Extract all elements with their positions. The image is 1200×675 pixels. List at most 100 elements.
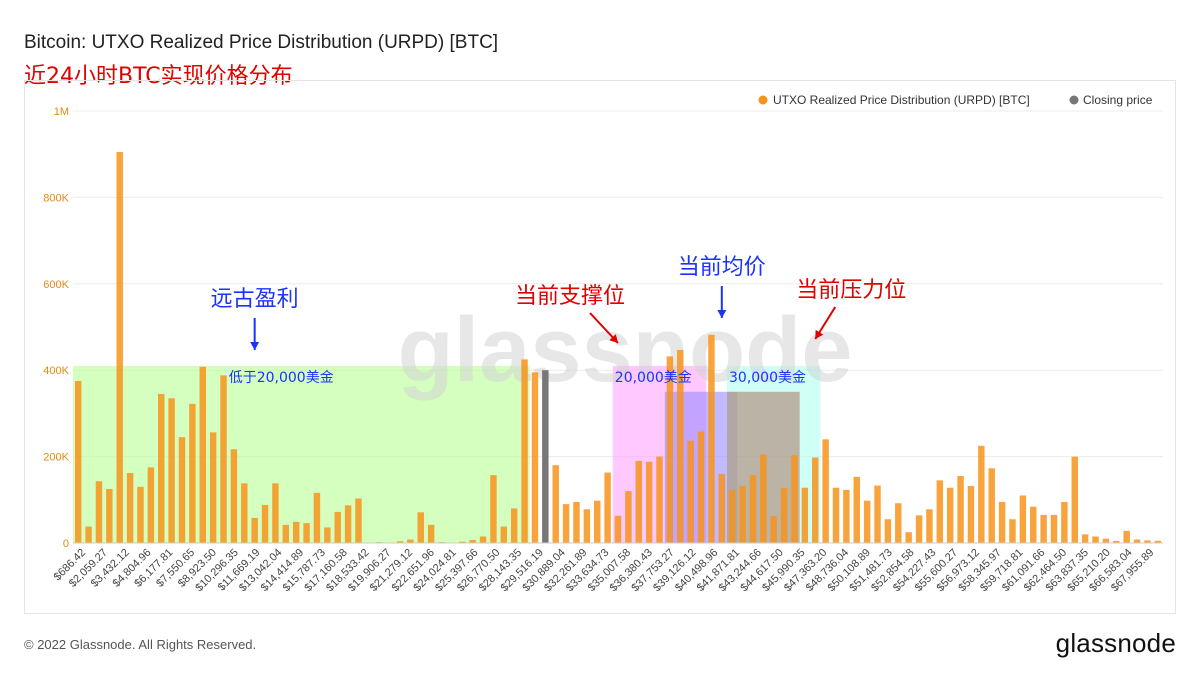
bar xyxy=(324,527,331,543)
bar xyxy=(292,521,300,543)
bar xyxy=(1040,514,1047,543)
bar xyxy=(739,485,746,543)
bar xyxy=(116,152,123,543)
bar xyxy=(282,524,290,543)
bar xyxy=(1113,540,1120,543)
bar xyxy=(677,349,684,543)
bar xyxy=(313,492,321,543)
bar xyxy=(199,366,206,543)
bar xyxy=(708,334,715,543)
annotation-arrow-head xyxy=(815,329,824,339)
bar xyxy=(926,509,933,543)
bar xyxy=(1102,538,1110,543)
bar xyxy=(718,473,726,543)
bar xyxy=(178,437,186,543)
bar xyxy=(261,504,269,543)
bar xyxy=(583,509,591,543)
bar xyxy=(147,467,155,543)
bar xyxy=(521,359,528,543)
bar xyxy=(158,393,165,543)
annotation-support: 当前支撑位 xyxy=(515,284,625,309)
legend-label-urpd: UTXO Realized Price Distribution (URPD) … xyxy=(773,93,1030,107)
zone-label-support: 20,000美金 xyxy=(615,370,692,386)
bar xyxy=(1133,539,1141,543)
annotation-arrow-head xyxy=(609,334,618,343)
bar xyxy=(209,432,217,543)
bar xyxy=(780,488,788,543)
bar xyxy=(946,487,954,543)
bar xyxy=(604,472,611,543)
bar xyxy=(853,476,860,543)
bar xyxy=(1050,514,1058,543)
bar xyxy=(801,487,809,543)
bar xyxy=(697,431,705,543)
bar xyxy=(417,512,424,543)
bar xyxy=(552,465,559,543)
bar xyxy=(106,489,113,543)
bar xyxy=(459,541,466,543)
bar xyxy=(95,481,103,543)
legend-label-closing: Closing price xyxy=(1083,93,1153,107)
y-tick-label: 1M xyxy=(54,106,69,118)
annotation-arrow-head xyxy=(250,342,260,350)
bar xyxy=(770,516,777,543)
bar xyxy=(874,485,881,543)
bar xyxy=(1144,540,1151,543)
bar xyxy=(510,508,518,543)
glassnode-watermark: glassnode xyxy=(397,299,852,401)
y-tick-label: 400K xyxy=(43,365,69,377)
bar xyxy=(531,372,539,543)
chart-title: Bitcoin: UTXO Realized Price Distributio… xyxy=(24,32,499,53)
bar xyxy=(85,526,92,543)
bar xyxy=(728,489,736,543)
bar xyxy=(635,460,642,543)
annotation-pressure: 当前压力位 xyxy=(796,278,906,303)
bar xyxy=(241,483,248,543)
bar xyxy=(625,491,632,543)
bar xyxy=(562,504,570,543)
bar xyxy=(490,475,497,543)
y-tick-label: 0 xyxy=(63,538,69,550)
bar xyxy=(1092,536,1099,543)
bar xyxy=(1071,456,1078,543)
bar xyxy=(251,517,258,543)
bar xyxy=(843,489,850,543)
bar xyxy=(344,505,352,543)
bar xyxy=(905,532,912,543)
bar xyxy=(1019,495,1027,543)
bar xyxy=(822,439,829,543)
bar xyxy=(884,519,892,543)
bar xyxy=(469,539,476,543)
bar xyxy=(791,455,798,543)
legend-swatch-urpd xyxy=(758,95,768,105)
bar xyxy=(594,500,601,543)
zone-label-pressure-a: 30,000美金 xyxy=(729,370,806,386)
bar xyxy=(1154,540,1162,543)
glassnode-logo: glassnode xyxy=(1055,628,1176,658)
bar xyxy=(168,398,175,543)
bar xyxy=(1030,506,1037,543)
annotation-avg-price: 当前均价 xyxy=(678,255,766,280)
bar xyxy=(427,524,435,543)
bar xyxy=(760,454,767,543)
bar xyxy=(988,468,995,543)
annotation-ancient-profit: 远古盈利 xyxy=(211,287,299,312)
bar xyxy=(272,483,279,543)
bar xyxy=(749,475,757,543)
bar xyxy=(230,449,238,543)
bar xyxy=(1061,501,1068,543)
bar xyxy=(936,480,944,543)
closing-price-bar xyxy=(542,370,549,543)
bar xyxy=(614,515,622,543)
y-tick-label: 600K xyxy=(43,279,69,291)
bar xyxy=(832,487,840,543)
bar xyxy=(687,440,694,543)
bar xyxy=(967,485,975,543)
bar xyxy=(978,445,985,543)
bar xyxy=(355,498,362,543)
annotation-arrow-head xyxy=(717,310,727,318)
bar xyxy=(1009,519,1016,543)
bar xyxy=(863,500,871,543)
